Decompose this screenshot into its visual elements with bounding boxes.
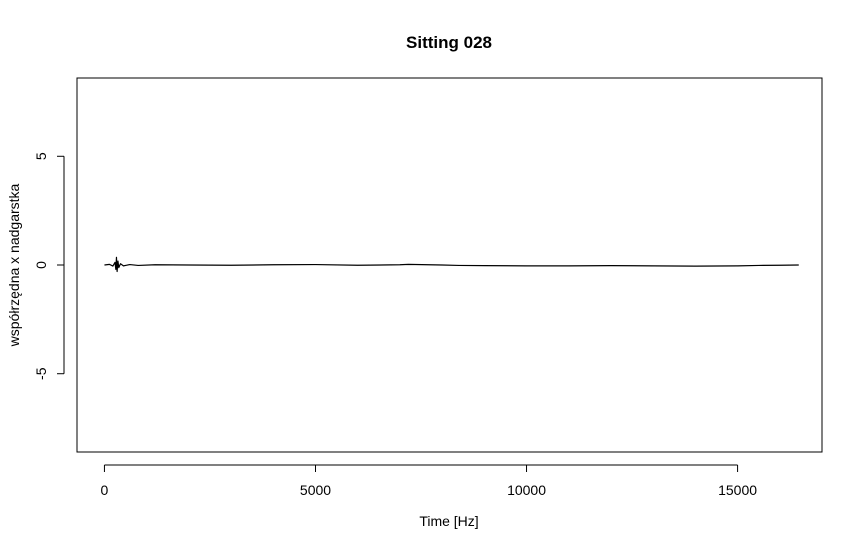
x-tick-label: 10000: [507, 482, 546, 498]
y-tick-label: 0: [33, 261, 49, 269]
x-tick-label: 0: [101, 482, 109, 498]
x-axis: 0 5000 10000 15000: [101, 464, 757, 498]
series-line: [104, 256, 799, 273]
plot-frame: [76, 77, 823, 453]
x-tick-label: 15000: [718, 482, 757, 498]
y-tick-label: 5: [33, 152, 49, 160]
y-tick-label: -5: [33, 367, 49, 380]
y-axis-title: współrzędna x nadgarstka: [6, 183, 22, 347]
y-axis: -5 0 5: [33, 152, 65, 380]
x-axis-title: Time [Hz]: [419, 513, 478, 529]
x-tick-label: 5000: [300, 482, 331, 498]
chart-title: Sitting 028: [406, 33, 492, 52]
series-layer: [104, 256, 799, 273]
